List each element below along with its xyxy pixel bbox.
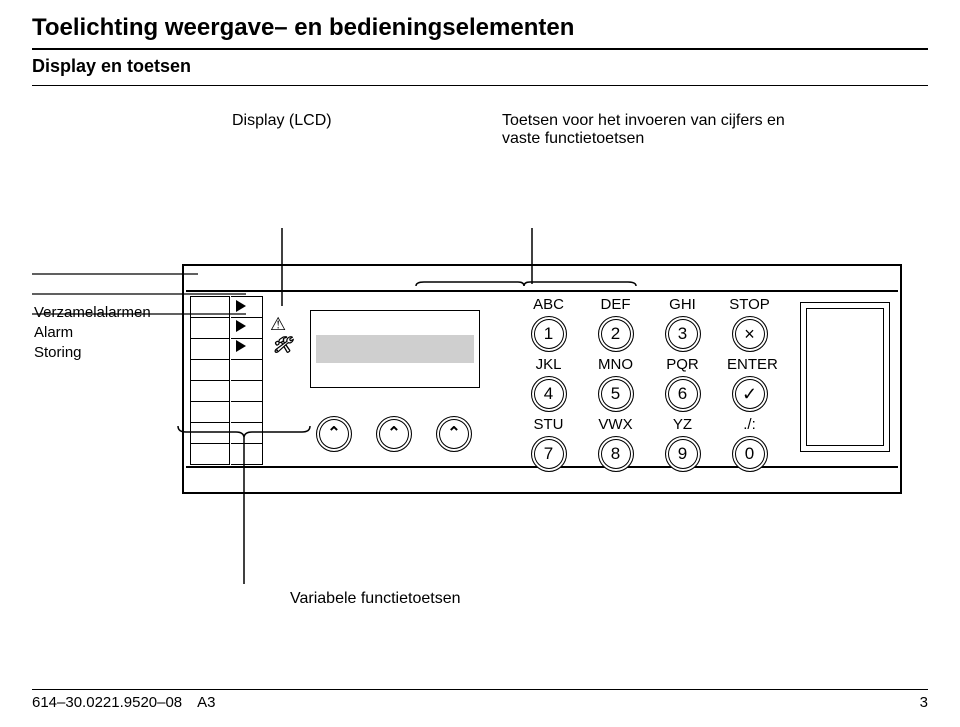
keypad-key[interactable]: 0 [732,436,768,472]
keypad-label: GHI [660,296,705,314]
variable-function-keys: ⌃ ⌃ ⌃ [316,416,472,452]
keypad-key[interactable]: 8 [598,436,634,472]
keypad-key[interactable]: 7 [531,436,567,472]
lcd-display [310,310,480,388]
keypad-key[interactable]: 6 [665,376,701,412]
keypad-label: YZ [660,416,705,434]
keypad-label: PQR [660,356,705,374]
enter-check-icon: ✓ [742,384,757,405]
keypad-label: ABC [526,296,571,314]
page-footer: 614–30.0221.9520–08 A3 3 [32,689,928,711]
title-rule [32,48,928,50]
keypad-key[interactable]: ✓ [732,376,768,412]
warning-triangle-icon: ⚠ [270,315,286,333]
variable-key[interactable]: ⌃ [376,416,412,452]
footer-page-number: 3 [920,694,928,711]
led-marker-icon [236,340,246,352]
keypad-label: ENTER [727,356,772,374]
keypad-key[interactable]: 4 [531,376,567,412]
led-column-left [190,296,230,465]
alarm-label: Storing [34,342,174,362]
led-marker-icon [236,300,246,312]
stop-x-icon: × [744,324,755,345]
keypad-key[interactable]: × [732,316,768,352]
caret-up-icon: ⌃ [327,426,340,442]
variable-keys-caption: Variabele functietoetsen [290,590,460,608]
callout-keys-label: Toetsen voor het invoeren van cijfers en… [502,112,822,148]
keypad-label: ./: [727,416,772,434]
keypad: ABC 1 DEF 2 GHI 3 STOP × JKL 4 MNO 5 PQR 6 ENTER ✓ STU 7 V… [526,296,776,476]
panel-outline: ⚠ 🛠 ⌃ ⌃ ⌃ ABC 1 DEF 2 GHI 3 STOP × JKL 4 MNO 5 PQR 6 E… [182,264,902,494]
keypad-key[interactable]: 5 [598,376,634,412]
caret-up-icon: ⌃ [447,426,460,442]
callout-lcd-label: Display (LCD) [32,112,502,148]
alarm-label: Verzamelalarmen [34,302,174,322]
wrench-icon: 🛠 [272,338,292,354]
keypad-key[interactable]: 9 [665,436,701,472]
subtitle-rule [32,85,928,86]
keypad-key[interactable]: 3 [665,316,701,352]
keypad-label: STU [526,416,571,434]
footer-left: 614–30.0221.9520–08 A3 [32,694,216,711]
page-subtitle: Display en toetsen [32,56,928,77]
keypad-label: JKL [526,356,571,374]
card-slot [800,302,890,452]
keypad-key[interactable]: 2 [598,316,634,352]
keypad-key[interactable]: 1 [531,316,567,352]
variable-key[interactable]: ⌃ [316,416,352,452]
page-title: Toelichting weergave– en bedieningseleme… [32,14,928,42]
alarm-labels: Verzamelalarmen Alarm Storing [34,302,174,362]
keypad-label: DEF [593,296,638,314]
keypad-label: MNO [593,356,638,374]
caret-up-icon: ⌃ [387,426,400,442]
alarm-label: Alarm [34,322,174,342]
keypad-label: VWX [593,416,638,434]
led-marker-icon [236,320,246,332]
keypad-label: STOP [727,296,772,314]
variable-key[interactable]: ⌃ [436,416,472,452]
